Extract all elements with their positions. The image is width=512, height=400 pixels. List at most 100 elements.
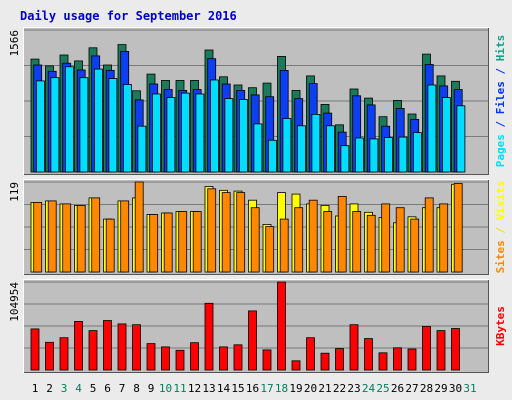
kbytes-bar-day-26 bbox=[393, 347, 402, 371]
kbytes-bar-day-29 bbox=[436, 330, 446, 371]
kbytes-bar-day-22 bbox=[335, 348, 344, 371]
pages-bar-day-22 bbox=[340, 145, 350, 173]
sites-bar-day-13 bbox=[207, 188, 217, 273]
chart-panels: 1566 Pages / Files / Hits 119 Sites / Visit… bbox=[8, 27, 507, 373]
x-tick-label-day-26: 26 bbox=[391, 382, 404, 395]
kbytes-bar-day-19 bbox=[291, 360, 301, 371]
kbytes-bar-day-24 bbox=[364, 338, 373, 371]
sites-bar-day-20 bbox=[308, 199, 318, 273]
pages-bar-day-29 bbox=[441, 97, 451, 173]
kbytes-bar-day-17 bbox=[262, 349, 272, 371]
pages-bar-day-28 bbox=[427, 84, 437, 173]
sites-bar-day-30 bbox=[453, 183, 463, 273]
sites-bar-day-26 bbox=[395, 207, 405, 273]
pages-bar-day-23 bbox=[354, 137, 364, 173]
pages-bar-day-19 bbox=[296, 125, 306, 173]
sites-bar-day-27 bbox=[410, 218, 420, 273]
series-axis-label-part: Visits bbox=[494, 181, 507, 221]
series-axis-label-part: / bbox=[494, 220, 507, 240]
x-tick-label-day-2: 2 bbox=[46, 382, 53, 395]
kbytes-bar-day-21 bbox=[320, 352, 330, 371]
sites-bar-day-5 bbox=[91, 197, 101, 273]
chart-panel-1: 1566 Pages / Files / Hits bbox=[8, 27, 507, 175]
x-tick-label-day-8: 8 bbox=[133, 382, 140, 395]
series-axis-label-part: KBytes bbox=[494, 306, 507, 346]
x-tick-label-day-23: 23 bbox=[347, 382, 360, 395]
kbytes-bar-day-20 bbox=[306, 337, 315, 371]
series-axis-label-part: Hits bbox=[494, 35, 507, 62]
sites-bar-day-3 bbox=[62, 203, 72, 273]
sites-bar-day-7 bbox=[120, 200, 130, 273]
pages-bar-day-4 bbox=[79, 77, 89, 173]
x-tick-label-day-7: 7 bbox=[119, 382, 126, 395]
x-tick-label-day-16: 16 bbox=[246, 382, 259, 395]
pages-bar-day-21 bbox=[325, 125, 335, 173]
kbytes-bar-day-11 bbox=[175, 349, 185, 371]
sites-bar-day-24 bbox=[366, 214, 376, 273]
kbytes-bar-day-16 bbox=[248, 310, 257, 371]
chart-panel-3: 104954 KBytes bbox=[8, 279, 507, 373]
y-max-tick-label: 1566 bbox=[8, 30, 21, 57]
pages-bar-day-11 bbox=[180, 92, 190, 173]
x-axis-day-labels: 1 2 3 4 5 6 7 8 9 10 11 12 13 14 15 16 17 18 19 20 21 22 23 24 2… bbox=[32, 382, 477, 395]
pages-bar-day-24 bbox=[369, 138, 379, 173]
pages-bar-day-3 bbox=[65, 66, 74, 173]
x-tick-label-day-18: 18 bbox=[275, 382, 288, 395]
sites-bar-day-16 bbox=[250, 207, 260, 273]
kbytes-bar-day-25 bbox=[378, 352, 388, 371]
x-tick-label-day-14: 14 bbox=[217, 382, 231, 395]
sites-bar-day-22 bbox=[337, 195, 347, 273]
x-tick-label-day-12: 12 bbox=[188, 382, 201, 395]
pages-bar-day-9 bbox=[151, 93, 161, 173]
kbytes-bar-day-5 bbox=[88, 330, 98, 371]
x-tick-label-day-5: 5 bbox=[90, 382, 97, 395]
sites-bar-day-8 bbox=[134, 181, 144, 273]
kbytes-bar-day-10 bbox=[161, 346, 170, 371]
x-tick-label-day-4: 4 bbox=[75, 382, 82, 395]
chart-panel-2: 119 Sites / Visits bbox=[8, 179, 507, 275]
kbytes-bar-day-12 bbox=[190, 342, 199, 371]
x-tick-label-day-15: 15 bbox=[231, 382, 244, 395]
pages-bar-day-27 bbox=[412, 132, 422, 173]
kbytes-bar-day-18 bbox=[277, 281, 286, 371]
x-tick-label-day-31: 31 bbox=[463, 382, 476, 395]
series-axis-label-part: / bbox=[494, 114, 507, 134]
y-max-tick-label: 104954 bbox=[8, 282, 21, 322]
x-tick-label-day-30: 30 bbox=[449, 382, 462, 395]
pages-bar-day-2 bbox=[50, 77, 60, 173]
kbytes-bar-day-28 bbox=[422, 325, 431, 371]
kbytes-bar-day-9 bbox=[146, 343, 156, 371]
pages-bar-day-30 bbox=[456, 105, 466, 173]
x-tick-label-day-25: 25 bbox=[376, 382, 389, 395]
x-tick-label-day-9: 9 bbox=[148, 382, 155, 395]
sites-bar-day-15 bbox=[236, 192, 246, 273]
kbytes-bar-day-7 bbox=[117, 323, 127, 371]
x-tick-label-day-1: 1 bbox=[32, 382, 39, 395]
kbytes-bar-day-4 bbox=[74, 320, 83, 371]
sites-bar-day-9 bbox=[149, 214, 159, 273]
kbytes-bar-day-15 bbox=[233, 344, 243, 371]
kbytes-bar-day-3 bbox=[59, 337, 69, 371]
sites-bar-day-25 bbox=[381, 203, 391, 273]
pages-bar-day-18 bbox=[282, 118, 292, 173]
pages-bar-day-20 bbox=[311, 114, 321, 173]
pages-bar-day-25 bbox=[383, 137, 393, 173]
series-axis-label: Sites / Visits bbox=[494, 181, 507, 274]
sites-bar-day-19 bbox=[294, 207, 304, 273]
sites-bar-day-23 bbox=[352, 211, 362, 273]
pages-bar-day-14 bbox=[224, 98, 234, 173]
sites-bar-day-18 bbox=[279, 218, 289, 273]
x-tick-label-day-6: 6 bbox=[104, 382, 111, 395]
kbytes-bar-day-23 bbox=[349, 324, 359, 371]
series-axis-label-part: Files bbox=[494, 81, 507, 114]
series-axis-label-part: / bbox=[494, 61, 507, 81]
x-tick-label-day-19: 19 bbox=[289, 382, 302, 395]
pages-bar-day-13 bbox=[209, 79, 219, 173]
pages-bar-day-10 bbox=[166, 97, 176, 173]
x-tick-label-day-3: 3 bbox=[61, 382, 68, 395]
kbytes-bar-day-14 bbox=[219, 346, 228, 371]
kbytes-bar-day-1 bbox=[30, 328, 40, 371]
kbytes-bar-day-2 bbox=[45, 341, 54, 371]
x-tick-label-day-27: 27 bbox=[405, 382, 418, 395]
